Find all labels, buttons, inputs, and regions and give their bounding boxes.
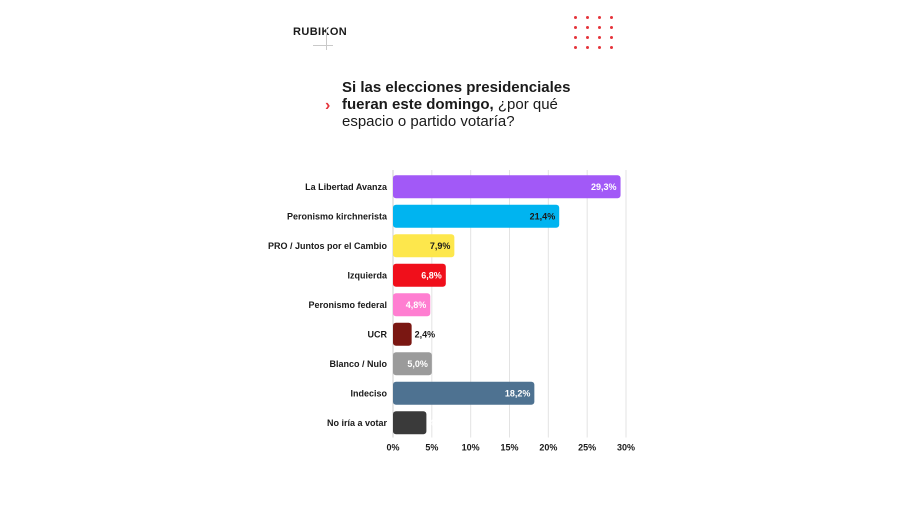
bar <box>393 322 412 346</box>
decorative-dot <box>598 16 601 19</box>
decorative-dot-grid <box>574 16 622 56</box>
chart-title: Si las elecciones presidenciales fueran … <box>342 79 602 130</box>
value-label: 7,9% <box>430 241 451 251</box>
bar <box>393 263 446 287</box>
value-label: 4,8% <box>406 300 427 310</box>
decorative-dot <box>598 46 601 49</box>
category-label: Peronismo federal <box>308 300 387 310</box>
x-tick-label: 10% <box>462 443 480 453</box>
bar <box>393 204 560 228</box>
bar <box>393 293 431 317</box>
title-regular: ¿por qué espacio o partido votaría? <box>342 96 558 130</box>
logo-frame-horizontal <box>313 45 333 46</box>
value-label: 18,2% <box>505 388 531 398</box>
bar <box>393 411 427 435</box>
decorative-dot <box>574 16 577 19</box>
value-label: 2,4% <box>415 329 436 339</box>
decorative-dot <box>586 16 589 19</box>
category-label: No iría a votar <box>327 418 388 428</box>
rubikon-logo: RUBIKON <box>293 26 347 50</box>
category-label: Indeciso <box>350 388 387 398</box>
x-tick-label: 30% <box>617 443 635 453</box>
category-label: Izquierda <box>347 270 388 280</box>
decorative-dot <box>598 36 601 39</box>
decorative-dot <box>610 16 613 19</box>
x-tick-label: 15% <box>500 443 518 453</box>
decorative-dot <box>610 26 613 29</box>
x-tick-label: 0% <box>386 443 399 453</box>
decorative-dot <box>598 26 601 29</box>
category-label: Blanco / Nulo <box>329 359 387 369</box>
value-label: 29,3% <box>591 182 617 192</box>
bar <box>393 175 621 199</box>
category-label: UCR <box>368 329 388 339</box>
decorative-dot <box>586 46 589 49</box>
decorative-dot <box>586 26 589 29</box>
decorative-dot <box>610 36 613 39</box>
bar <box>393 234 455 258</box>
decorative-dot <box>610 46 613 49</box>
decorative-dot <box>574 36 577 39</box>
logo-text: RUBIKON <box>293 26 348 38</box>
title-bold: Si las elecciones presidenciales fueran … <box>342 79 571 113</box>
category-label: Peronismo kirchnerista <box>287 211 388 221</box>
x-tick-label: 5% <box>425 443 438 453</box>
chevron-right-icon: › <box>325 97 331 114</box>
value-label: 21,4% <box>530 211 556 221</box>
decorative-dot <box>574 46 577 49</box>
value-label: 4,3% <box>429 418 450 428</box>
category-label: PRO / Juntos por el Cambio <box>268 241 388 251</box>
value-label: 6,8% <box>421 270 442 280</box>
logo-frame-vertical <box>326 28 327 50</box>
bar <box>393 352 432 376</box>
decorative-dot <box>574 26 577 29</box>
x-tick-label: 25% <box>578 443 596 453</box>
decorative-dot <box>586 36 589 39</box>
bar <box>393 381 535 405</box>
x-tick-label: 20% <box>539 443 557 453</box>
value-label: 5,0% <box>407 359 428 369</box>
category-label: La Libertad Avanza <box>305 182 388 192</box>
